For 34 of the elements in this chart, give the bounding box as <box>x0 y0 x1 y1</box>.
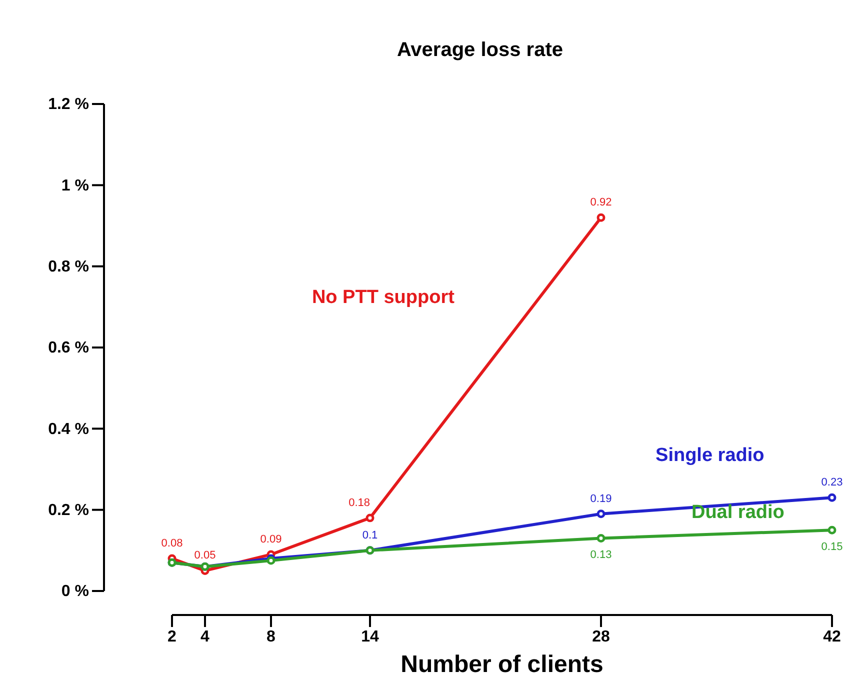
y-tick-label: 0.2 % <box>48 502 89 519</box>
x-tick-label: 2 <box>168 628 177 646</box>
y-tick-label: 0.6 % <box>48 340 89 357</box>
x-tick-label: 14 <box>361 628 379 646</box>
data-label: 0.09 <box>260 533 282 546</box>
series-label: Single radio <box>656 445 764 466</box>
data-label: 0.15 <box>821 541 843 554</box>
data-label: 0.1 <box>362 529 378 542</box>
x-axis-title: Number of clients <box>400 651 604 678</box>
y-tick-label: 1 % <box>61 177 89 194</box>
chart-title: Average loss rate <box>396 39 564 61</box>
point <box>596 510 606 518</box>
y-tick-label: 0.4 % <box>48 420 89 438</box>
x-tick-label: 42 <box>823 628 841 646</box>
data-label: 0.05 <box>194 550 216 562</box>
point <box>596 213 606 222</box>
y-tick-label: 0 % <box>61 583 89 600</box>
data-label: 0.18 <box>348 496 370 509</box>
point <box>596 534 606 542</box>
x-tick-label: 4 <box>200 628 210 646</box>
data-label: 0.92 <box>590 196 612 209</box>
x-tick-label: 28 <box>592 628 610 646</box>
y-tick-label: 0.8 % <box>48 258 89 276</box>
series-label: Dual radio <box>691 502 784 523</box>
x-tick-label: 8 <box>266 628 276 646</box>
data-label: 0.08 <box>161 538 183 550</box>
point <box>828 493 836 502</box>
point <box>366 514 374 522</box>
data-label: 0.13 <box>590 549 612 562</box>
data-label: 0.23 <box>821 476 843 489</box>
point <box>828 526 836 534</box>
y-tick-label: 1.2 % <box>48 96 89 114</box>
data-label: 0.19 <box>590 492 612 505</box>
text: No PTT support <box>312 286 456 308</box>
